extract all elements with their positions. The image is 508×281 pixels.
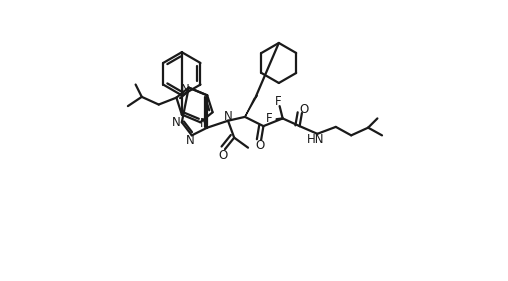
Text: O: O [219, 149, 228, 162]
Text: HN: HN [307, 133, 325, 146]
Text: N: N [224, 110, 232, 123]
Text: N: N [180, 83, 189, 96]
Text: F: F [266, 112, 272, 125]
Text: O: O [300, 103, 309, 116]
Text: F: F [275, 95, 281, 108]
Text: O: O [255, 139, 264, 152]
Text: N: N [200, 117, 208, 130]
Text: N: N [172, 116, 181, 129]
Polygon shape [245, 95, 257, 117]
Text: N: N [186, 134, 195, 147]
